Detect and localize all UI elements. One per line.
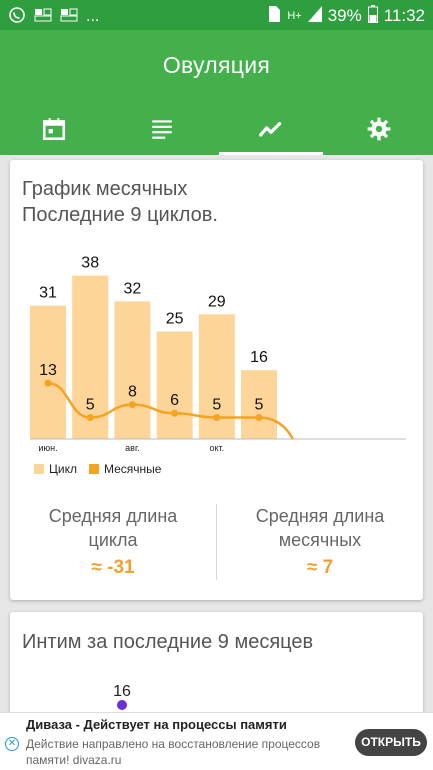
data-point <box>117 700 127 710</box>
bar-label: 38 <box>81 255 99 272</box>
chart-title: График месячных <box>22 178 188 200</box>
tab-calendar[interactable] <box>0 102 108 155</box>
ad-text[interactable]: Действие направлено на восстановление пр… <box>26 737 321 767</box>
page-title: Овуляция <box>162 52 271 78</box>
chart-icon <box>258 121 281 137</box>
x-tick-label: авг. <box>125 443 139 453</box>
x-tick-label: июн. <box>38 443 57 453</box>
chart-subtitle: Последние 9 циклов. <box>22 204 218 226</box>
more-notifications: ... <box>86 8 100 25</box>
battery-percent: 39% <box>327 6 362 25</box>
avg-cycle-label: Средняя длина цикла <box>48 506 178 550</box>
tab-statistics[interactable] <box>217 102 325 155</box>
avg-period-value: ≈ 7 <box>306 557 334 578</box>
line-point <box>171 409 179 417</box>
list-icon <box>152 119 173 139</box>
bar-label: 29 <box>208 293 226 310</box>
whatsapp-icon <box>8 6 26 28</box>
bar-label: 25 <box>166 311 184 328</box>
chart-bar <box>114 301 151 439</box>
ad-info-icon[interactable]: ✕ <box>5 737 19 751</box>
intimacy-chart: 16 <box>113 683 131 710</box>
bar-label: 31 <box>39 285 57 302</box>
data-label: 16 <box>113 683 131 700</box>
cycle-chart-card: График месячных Последние 9 циклов. 31 38… <box>10 160 423 600</box>
point-label: 5 <box>255 397 264 414</box>
signal-icon <box>307 6 322 26</box>
avg-period-stat: Средняя длина месячных ≈ 7 <box>217 504 423 580</box>
line-point <box>86 414 94 421</box>
tab-bar <box>0 102 433 155</box>
point-label: 5 <box>212 397 221 414</box>
chart-legend: Цикл Месячные <box>34 462 173 476</box>
bar-label: 32 <box>124 280 142 297</box>
legend-swatch <box>88 464 99 474</box>
line-point <box>255 414 263 421</box>
legend-item-period: Месячные <box>88 462 162 476</box>
battery-icon <box>367 5 378 27</box>
app-bar: Овуляция <box>0 30 433 155</box>
chart-bar <box>241 370 277 439</box>
card-title: График месячных Последние 9 циклов. <box>22 176 218 228</box>
point-label: 5 <box>86 397 95 414</box>
legend-label: Цикл <box>49 462 77 476</box>
ad-title[interactable]: Диваза - Действует на процессы памяти <box>26 717 287 732</box>
notification-icon <box>34 7 52 27</box>
avg-cycle-value: ≈ -31 <box>91 557 135 578</box>
x-tick-label: окт. <box>209 443 224 453</box>
tab-notes[interactable] <box>108 102 216 155</box>
sim-icon <box>267 5 281 27</box>
cycle-chart: 31 38 32 25 29 16 13 5 8 6 5 5 июн. авг. окт. <box>30 255 406 453</box>
legend-label: Месячные <box>103 462 162 476</box>
notification-icon <box>60 7 78 27</box>
divider <box>216 504 217 580</box>
bar-label: 16 <box>250 349 268 366</box>
line-point <box>44 379 52 387</box>
clock: 11:32 <box>383 6 425 25</box>
tab-settings[interactable] <box>325 102 433 155</box>
point-label: 6 <box>170 392 179 409</box>
avg-cycle-stat: Средняя длина цикла ≈ -31 <box>10 504 216 580</box>
calendar-icon <box>43 117 66 140</box>
legend-swatch <box>34 464 44 474</box>
point-label: 13 <box>39 362 57 379</box>
gear-icon <box>367 117 391 140</box>
point-label: 8 <box>128 384 137 401</box>
chart-bar <box>30 305 66 439</box>
ad-open-button[interactable]: ОТКРЫТЬ <box>355 729 427 756</box>
avg-period-label: Средняя длина месячных <box>255 506 385 550</box>
line-point <box>213 414 221 421</box>
stats-panel: Средняя длина цикла ≈ -31 Средняя длина … <box>10 504 423 582</box>
card-title: Интим за последние 9 месяцев <box>22 631 314 653</box>
status-bar: ... H+ 39% 11:32 <box>0 0 433 30</box>
line-point <box>128 401 136 409</box>
ad-banner[interactable]: ✕ Диваза - Действует на процессы памяти … <box>0 712 433 770</box>
network-type: H+ <box>287 10 302 22</box>
chart-bar <box>156 331 193 439</box>
legend-item-cycle: Цикл <box>34 462 77 476</box>
